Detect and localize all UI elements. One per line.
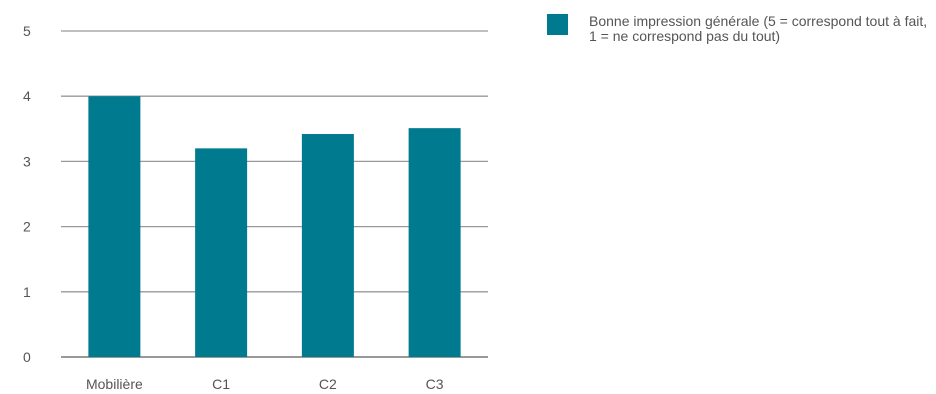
- x-tick-label: C1: [212, 376, 230, 392]
- x-tick-label: C3: [426, 376, 444, 392]
- chart-legend: Bonne impression générale (5 = correspon…: [547, 14, 932, 44]
- legend-label: Bonne impression générale (5 = correspon…: [589, 13, 928, 44]
- bar: [408, 128, 461, 357]
- y-tick-label: 3: [23, 153, 31, 169]
- y-tick-label: 2: [23, 219, 31, 235]
- y-tick-label: 4: [23, 88, 31, 104]
- bar: [195, 148, 248, 357]
- bar: [88, 96, 141, 357]
- legend-swatch: [547, 14, 568, 35]
- x-tick-label: Mobilière: [86, 376, 143, 392]
- x-tick-label: C2: [319, 376, 337, 392]
- y-tick-label: 5: [23, 23, 31, 39]
- y-tick-label: 0: [23, 349, 31, 365]
- y-tick-label: 1: [23, 284, 31, 300]
- bar: [301, 134, 354, 357]
